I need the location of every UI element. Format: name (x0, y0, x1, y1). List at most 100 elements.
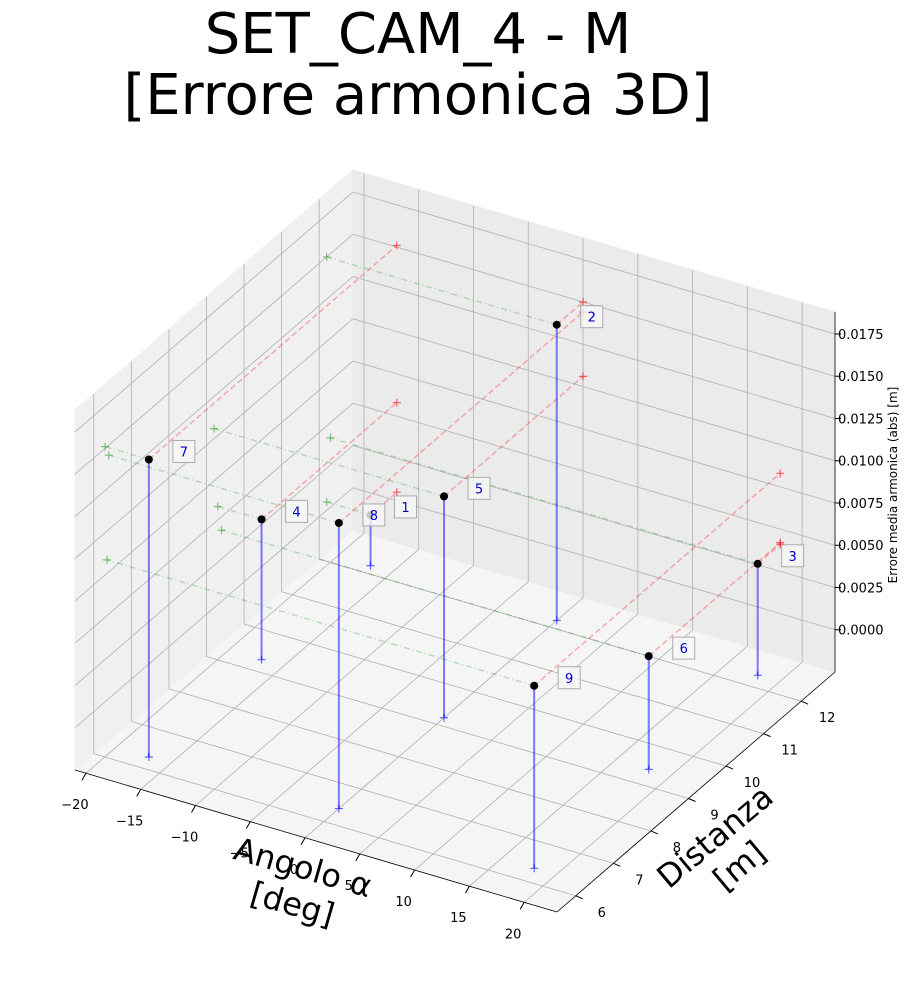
axis-line (556, 671, 836, 913)
x-tick (410, 869, 416, 878)
label-box (362, 503, 386, 527)
y-tick (575, 895, 583, 900)
y-tick-label: 10 (744, 776, 761, 791)
chart-title: SET_CAM_4 - M [Errore armonica 3D] (123, 2, 712, 128)
x-projection-line (221, 529, 649, 657)
z-tick-label: 0.0100 (838, 455, 884, 470)
point-label: 9 (565, 672, 573, 687)
y-projection (392, 241, 401, 250)
y-projection-line (261, 402, 398, 520)
y-tick (688, 798, 696, 802)
grid-line (250, 581, 529, 822)
x-projection (104, 451, 113, 460)
point-label: 1 (401, 501, 409, 516)
grid-line (352, 487, 836, 631)
z-tick-label: 0.0075 (838, 497, 884, 512)
x-tick (464, 885, 470, 894)
grid-line (74, 318, 354, 560)
x-projection-line (326, 256, 557, 326)
z-tick-label: 0.0175 (838, 328, 884, 343)
y-projection (776, 538, 785, 547)
x-tick-label: −5 (230, 847, 249, 862)
grid-line (140, 549, 419, 790)
y-projection (392, 398, 401, 407)
grid-line (281, 591, 764, 735)
point-label: 4 (292, 505, 300, 520)
x-projection (326, 433, 335, 442)
x-projection (101, 442, 110, 451)
grid-line (352, 318, 836, 462)
y-tick-label: 7 (635, 873, 643, 888)
y-projection-line (533, 472, 781, 687)
point (257, 515, 266, 524)
x-projection (322, 252, 331, 261)
z-tick-label: 0.0125 (838, 412, 884, 427)
y-projection (776, 469, 785, 478)
grid-line (206, 656, 689, 799)
z-tick-label: 0.0025 (838, 581, 884, 596)
point-label: 6 (680, 642, 688, 657)
x-projection (102, 555, 111, 564)
label-box (557, 666, 581, 690)
stem-base (334, 804, 343, 813)
x-projection-line (106, 559, 535, 687)
grid-line (359, 613, 639, 855)
label-box (580, 305, 604, 329)
label-box (781, 544, 805, 568)
y-projection (579, 372, 588, 381)
grid-line (319, 558, 802, 702)
grid-line (74, 191, 354, 433)
y-projection-line (757, 543, 781, 565)
y-tick (725, 765, 734, 770)
grid-line (74, 487, 354, 729)
point-label: 3 (789, 550, 797, 565)
stem-base (644, 765, 653, 774)
x-tick-label: −10 (171, 831, 198, 846)
point (644, 652, 653, 661)
point (440, 492, 449, 501)
label-box (394, 495, 418, 519)
grid-line (352, 360, 836, 504)
y-projection-line (556, 301, 584, 326)
grid-line (352, 191, 836, 335)
point-label: 5 (475, 482, 483, 497)
grid-line (74, 445, 354, 686)
y-projection (579, 297, 588, 306)
x-tick (81, 772, 87, 781)
stem-base (552, 616, 561, 625)
grid-line (85, 532, 365, 774)
y-tick (763, 733, 771, 738)
z-tick-label: 0.0000 (838, 624, 884, 639)
y-projection-line (443, 375, 584, 497)
grid-line (168, 688, 652, 832)
grid-line (352, 402, 836, 546)
y-tick (650, 830, 659, 835)
stem-base (753, 671, 762, 680)
grid-line (523, 662, 803, 903)
y-tick (613, 862, 621, 867)
x-projection (322, 497, 331, 506)
x-tick (191, 805, 196, 813)
grid-line (74, 276, 354, 517)
x-projection-line (217, 505, 262, 521)
x-tick (355, 853, 361, 862)
point (552, 320, 561, 329)
grid-line (74, 402, 354, 644)
x-projection (210, 424, 218, 433)
x-projection-line (104, 445, 150, 461)
x-projection (213, 502, 222, 511)
y-tick-label: 12 (819, 711, 836, 726)
stem-base (144, 752, 153, 761)
grid-line (74, 233, 354, 475)
grid-line (93, 753, 576, 897)
point-label: 7 (180, 445, 188, 460)
label-box (172, 439, 196, 463)
point (144, 455, 153, 464)
y-projection (392, 488, 401, 497)
axis-line (74, 769, 558, 913)
x-projection-line (330, 437, 758, 565)
point (334, 518, 343, 527)
x-tick-label: −20 (61, 798, 88, 813)
grid-line (352, 276, 836, 419)
